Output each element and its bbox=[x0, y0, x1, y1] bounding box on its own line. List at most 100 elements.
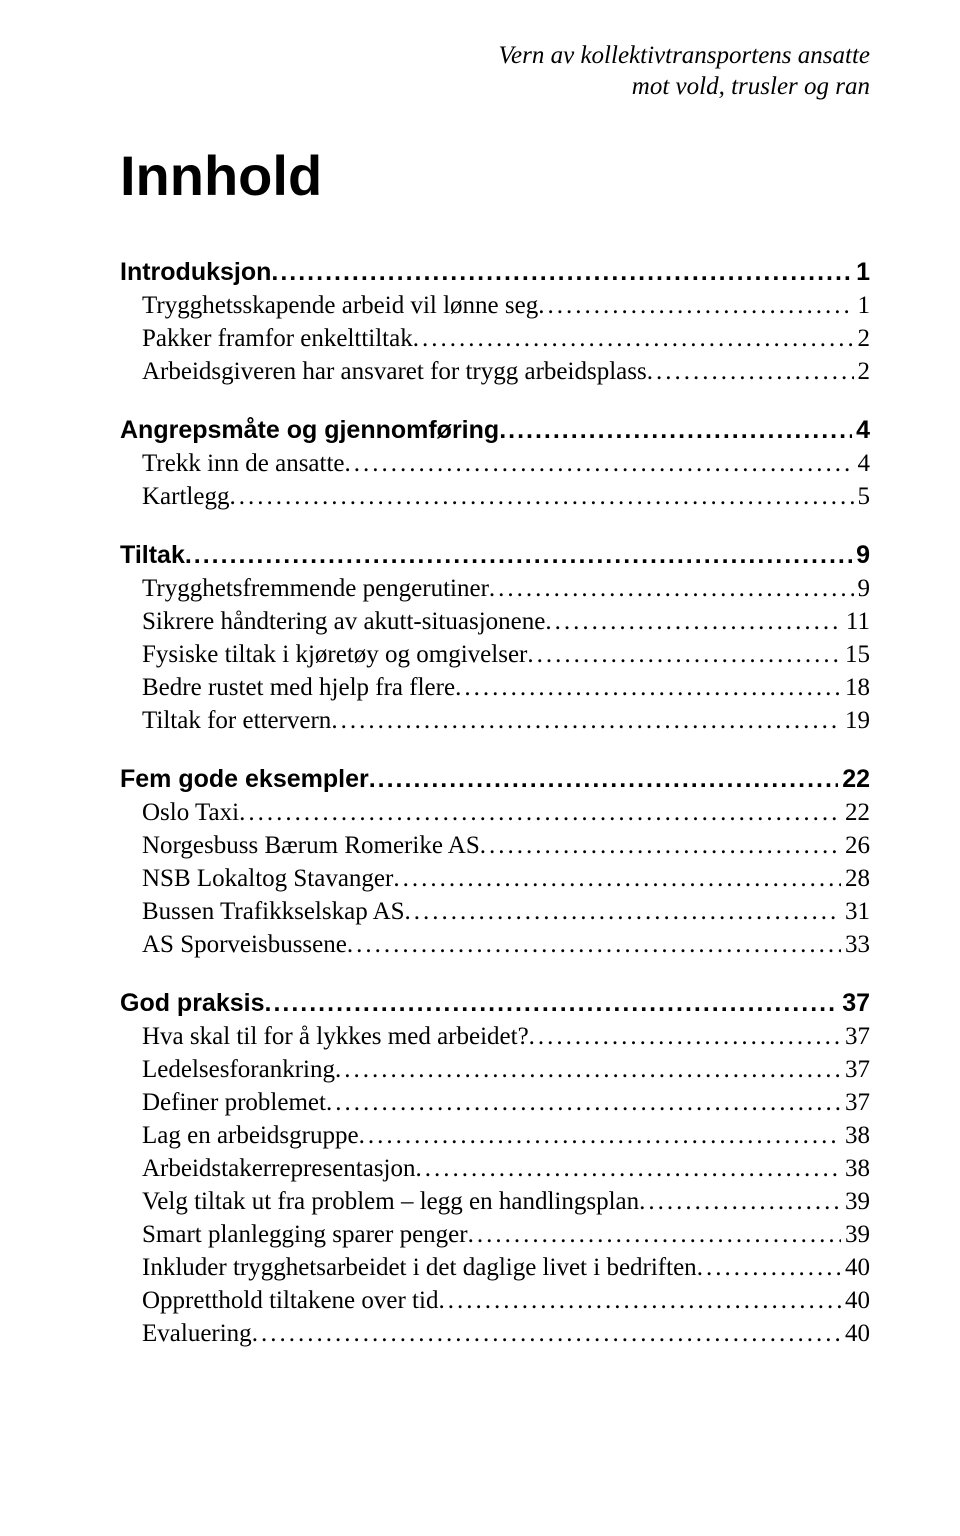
toc-entry-label: Trekk inn de ansatte bbox=[120, 447, 345, 480]
dot-leader bbox=[639, 1185, 841, 1218]
toc-section-heading-page: 22 bbox=[838, 763, 870, 796]
toc-entry: Oslo Taxi 22 bbox=[120, 796, 870, 829]
toc-entry-page: 40 bbox=[841, 1251, 870, 1284]
toc-entry: Inkluder trygghetsarbeidet i det daglige… bbox=[120, 1251, 870, 1284]
toc-section: Introduksjon 1Trygghetsskapende arbeid v… bbox=[120, 256, 870, 388]
toc-entry: Bedre rustet med hjelp fra flere 18 bbox=[120, 671, 870, 704]
toc-entry-page: 1 bbox=[854, 289, 871, 322]
toc-section-heading-label: Tiltak bbox=[120, 539, 185, 572]
toc-entry-page: 15 bbox=[841, 638, 870, 671]
toc-entry: Bussen Trafikkselskap AS 31 bbox=[120, 895, 870, 928]
toc-section-heading: God praksis 37 bbox=[120, 987, 870, 1020]
toc-section-heading-page: 4 bbox=[852, 414, 870, 447]
dot-leader bbox=[326, 1086, 841, 1119]
toc-entry-page: 40 bbox=[841, 1317, 870, 1350]
toc-entry-label: Oppretthold tiltakene over tid bbox=[120, 1284, 438, 1317]
dot-leader bbox=[335, 1053, 841, 1086]
header-line-2: mot vold, trusler og ran bbox=[120, 71, 870, 102]
toc-section-heading: Introduksjon 1 bbox=[120, 256, 870, 289]
dot-leader bbox=[265, 987, 839, 1020]
dot-leader bbox=[271, 256, 852, 289]
toc-entry-page: 38 bbox=[841, 1119, 870, 1152]
toc-entry-page: 4 bbox=[854, 447, 871, 480]
dot-leader bbox=[538, 289, 853, 322]
toc-entry-label: Oslo Taxi bbox=[120, 796, 239, 829]
dot-leader bbox=[359, 1119, 841, 1152]
toc-entry: Arbeidstakerrepresentasjon 38 bbox=[120, 1152, 870, 1185]
dot-leader bbox=[239, 796, 841, 829]
page-header: Vern av kollektivtransportens ansatte mo… bbox=[120, 40, 870, 103]
toc-entry-page: 19 bbox=[841, 704, 870, 737]
toc-entry-label: Sikrere håndtering av akutt-situasjonene bbox=[120, 605, 545, 638]
toc-entry-label: Bussen Trafikkselskap AS bbox=[120, 895, 405, 928]
toc-entry: Oppretthold tiltakene over tid 40 bbox=[120, 1284, 870, 1317]
header-line-1: Vern av kollektivtransportens ansatte bbox=[120, 40, 870, 71]
toc-section-heading: Tiltak 9 bbox=[120, 539, 870, 572]
toc-entry-label: Evaluering bbox=[120, 1317, 252, 1350]
toc-section: Tiltak 9Trygghetsfremmende pengerutiner … bbox=[120, 539, 870, 737]
toc-entry-label: Trygghetsskapende arbeid vil lønne seg bbox=[120, 289, 538, 322]
toc-entry: Ledelsesforankring 37 bbox=[120, 1053, 870, 1086]
dot-leader bbox=[393, 862, 841, 895]
dot-leader bbox=[438, 1284, 841, 1317]
toc-section: Fem gode eksempler 22Oslo Taxi 22Norgesb… bbox=[120, 763, 870, 961]
dot-leader bbox=[229, 480, 853, 513]
toc-entry: Tiltak for ettervern 19 bbox=[120, 704, 870, 737]
toc-entry-label: Smart planlegging sparer penger bbox=[120, 1218, 468, 1251]
toc-entry-label: Pakker framfor enkelttiltak bbox=[120, 322, 413, 355]
toc-entry-label: Velg tiltak ut fra problem – legg en han… bbox=[120, 1185, 639, 1218]
dot-leader bbox=[369, 763, 838, 796]
toc-section-heading: Angrepsmåte og gjennomføring 4 bbox=[120, 414, 870, 447]
toc-entry-page: 37 bbox=[841, 1053, 870, 1086]
dot-leader bbox=[416, 1152, 842, 1185]
toc-entry: Arbeidsgiveren har ansvaret for trygg ar… bbox=[120, 355, 870, 388]
toc-entry-label: Hva skal til for å lykkes med arbeidet? bbox=[120, 1020, 529, 1053]
toc-entry-page: 40 bbox=[841, 1284, 870, 1317]
toc-entry-page: 33 bbox=[841, 928, 870, 961]
toc-entry-page: 5 bbox=[854, 480, 871, 513]
dot-leader bbox=[252, 1317, 841, 1350]
dot-leader bbox=[480, 829, 841, 862]
toc-entry-page: 2 bbox=[854, 355, 871, 388]
toc-entry: Pakker framfor enkelttiltak 2 bbox=[120, 322, 870, 355]
toc-entry-label: Inkluder trygghetsarbeidet i det daglige… bbox=[120, 1251, 697, 1284]
toc-entry-label: Lag en arbeidsgruppe bbox=[120, 1119, 359, 1152]
toc-entry-page: 39 bbox=[841, 1185, 870, 1218]
dot-leader bbox=[489, 572, 854, 605]
toc-entry-page: 22 bbox=[841, 796, 870, 829]
toc-entry-page: 37 bbox=[841, 1086, 870, 1119]
toc-entry-label: Arbeidstakerrepresentasjon bbox=[120, 1152, 416, 1185]
toc-section-heading-page: 1 bbox=[852, 256, 870, 289]
toc-entry-page: 28 bbox=[841, 862, 870, 895]
dot-leader bbox=[527, 638, 841, 671]
dot-leader bbox=[345, 447, 854, 480]
toc-section-heading-label: Angrepsmåte og gjennomføring bbox=[120, 414, 499, 447]
toc-entry: Trekk inn de ansatte 4 bbox=[120, 447, 870, 480]
dot-leader bbox=[697, 1251, 841, 1284]
toc-entry: NSB Lokaltog Stavanger 28 bbox=[120, 862, 870, 895]
toc-entry: Trygghetsfremmende pengerutiner 9 bbox=[120, 572, 870, 605]
toc-entry: Fysiske tiltak i kjøretøy og omgivelser … bbox=[120, 638, 870, 671]
toc-entry-page: 39 bbox=[841, 1218, 870, 1251]
dot-leader bbox=[347, 928, 841, 961]
toc-entry-page: 31 bbox=[841, 895, 870, 928]
toc-section-heading-page: 37 bbox=[838, 987, 870, 1020]
toc-entry-page: 11 bbox=[842, 605, 870, 638]
toc-entry-page: 18 bbox=[841, 671, 870, 704]
toc-entry-label: Kartlegg bbox=[120, 480, 229, 513]
toc-entry-label: AS Sporveisbussene bbox=[120, 928, 347, 961]
toc-entry-label: Trygghetsfremmende pengerutiner bbox=[120, 572, 489, 605]
toc-entry: AS Sporveisbussene 33 bbox=[120, 928, 870, 961]
toc-entry-label: Norgesbuss Bærum Romerike AS bbox=[120, 829, 480, 862]
dot-leader bbox=[405, 895, 841, 928]
toc-entry: Kartlegg 5 bbox=[120, 480, 870, 513]
toc-entry: Velg tiltak ut fra problem – legg en han… bbox=[120, 1185, 870, 1218]
dot-leader bbox=[499, 414, 852, 447]
toc-entry-label: Bedre rustet med hjelp fra flere bbox=[120, 671, 455, 704]
toc-section: Angrepsmåte og gjennomføring 4Trekk inn … bbox=[120, 414, 870, 513]
dot-leader bbox=[529, 1020, 841, 1053]
toc-entry: Sikrere håndtering av akutt-situasjonene… bbox=[120, 605, 870, 638]
dot-leader bbox=[455, 671, 841, 704]
toc-section-heading: Fem gode eksempler 22 bbox=[120, 763, 870, 796]
toc-entry: Smart planlegging sparer penger 39 bbox=[120, 1218, 870, 1251]
